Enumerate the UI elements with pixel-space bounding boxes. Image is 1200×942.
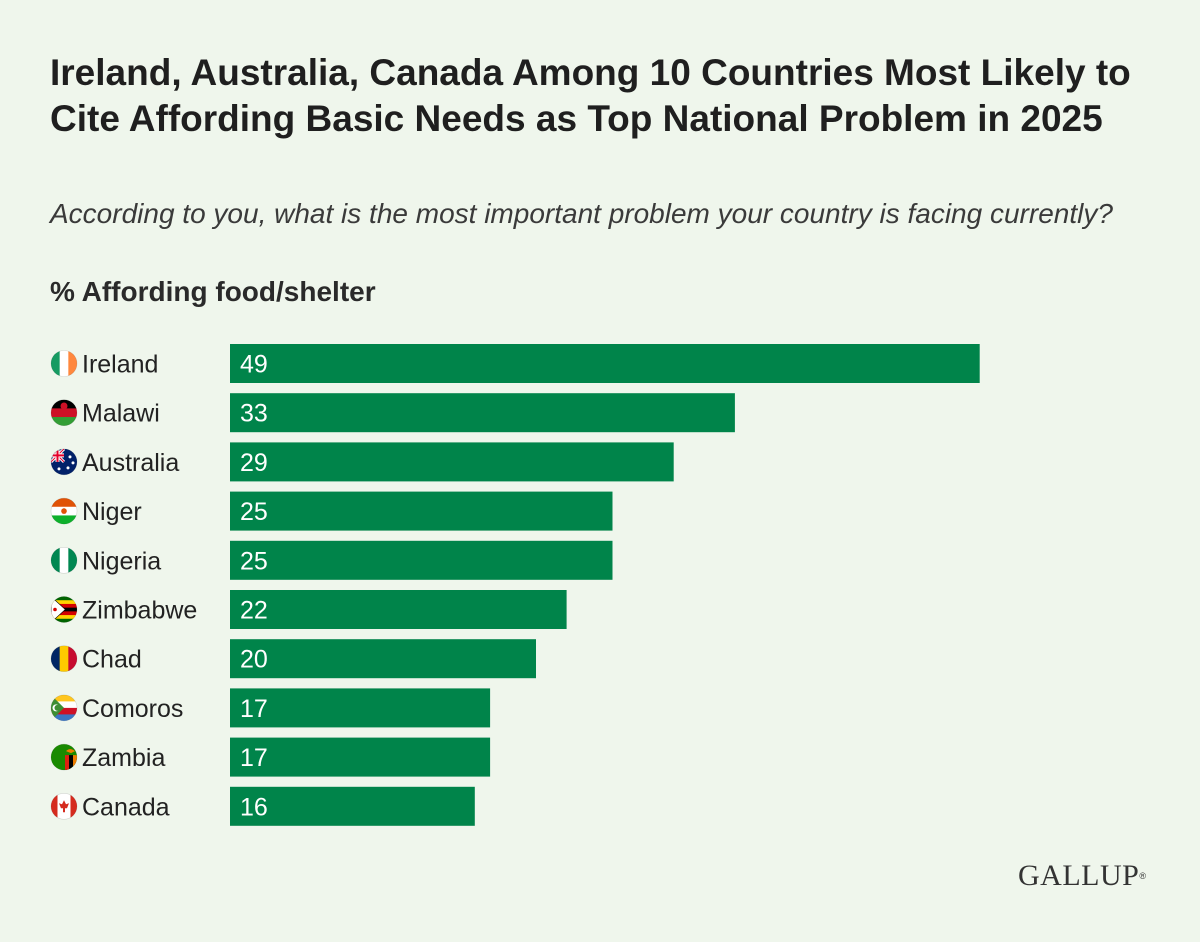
bar-row-nigeria: Nigeria 25: [50, 540, 613, 580]
bar-row-zambia: Zambia 17: [50, 737, 491, 777]
category-label: Ireland: [82, 351, 158, 379]
chad-flag-icon: [50, 645, 78, 673]
bar: [230, 540, 613, 580]
bar-row-australia: Australia 29: [50, 442, 674, 482]
bar-row-niger: Niger 25: [50, 491, 613, 531]
comoros-flag-icon: [50, 694, 78, 722]
bar-row-malawi: Malawi 33: [50, 393, 735, 433]
value-label: 33: [240, 400, 268, 428]
bar-row-zimbabwe: Zimbabwe 22: [50, 590, 567, 629]
chart-title: Ireland, Australia, Canada Among 10 Coun…: [50, 52, 1131, 139]
zambia-flag-icon: [50, 743, 78, 771]
bar-row-ireland: Ireland 49: [50, 344, 980, 383]
bar: [230, 590, 567, 629]
registered-mark: ®: [1139, 871, 1147, 881]
canada-flag-icon: [50, 792, 78, 820]
malawi-flag-icon: [50, 399, 78, 427]
category-label: Chad: [82, 646, 142, 674]
bar: [230, 491, 613, 531]
bar-row-comoros: Comoros 17: [50, 688, 491, 728]
ireland-flag-icon: [50, 350, 78, 377]
value-label: 16: [240, 793, 268, 821]
gallup-logo: GALLUP®: [1018, 858, 1146, 894]
category-label: Zambia: [82, 744, 165, 772]
bar: [230, 639, 536, 679]
niger-flag-icon: [50, 497, 78, 525]
nigeria-flag-icon: [50, 546, 78, 574]
value-label: 29: [240, 449, 268, 477]
australia-flag-icon: [50, 448, 78, 476]
value-label: 49: [240, 351, 268, 379]
category-label: Australia: [82, 449, 179, 477]
bar-row-canada: Canada 16: [50, 786, 475, 826]
zimbabwe-flag-icon: [50, 596, 78, 623]
bar: [230, 688, 491, 728]
value-label: 17: [240, 744, 268, 772]
measure-label: % Affording food/shelter: [50, 276, 376, 307]
bar-row-chad: Chad 20: [50, 639, 536, 679]
chart-subtitle: According to you, what is the most impor…: [50, 198, 1113, 229]
category-label: Nigeria: [82, 547, 161, 575]
category-label: Canada: [82, 793, 170, 821]
bar: [230, 393, 735, 433]
bar: [230, 737, 491, 777]
category-label: Comoros: [82, 695, 183, 723]
value-label: 25: [240, 498, 268, 526]
category-label: Malawi: [82, 400, 160, 428]
value-label: 25: [240, 547, 268, 575]
bar: [230, 442, 674, 482]
value-label: 20: [240, 646, 268, 674]
gallup-logo-text: GALLUP: [1018, 859, 1140, 892]
category-label: Niger: [82, 498, 142, 526]
category-label: Zimbabwe: [82, 597, 197, 625]
value-label: 22: [240, 597, 268, 625]
bar: [230, 786, 475, 826]
value-label: 17: [240, 695, 268, 723]
bar: [230, 344, 980, 383]
